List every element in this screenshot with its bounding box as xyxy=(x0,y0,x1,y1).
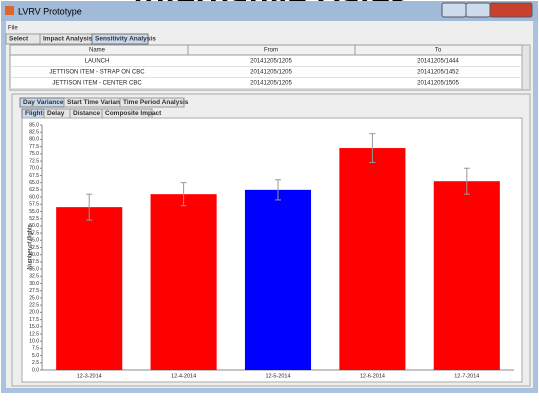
scrollbar[interactable] xyxy=(521,44,531,91)
app-icon xyxy=(5,6,14,15)
tab-label: Delay xyxy=(47,110,65,117)
y-tick-label: 2.5 xyxy=(32,360,39,366)
x-tick-label: 12-3-2014 xyxy=(77,373,102,379)
y-tick-label: 60.0 xyxy=(29,194,39,200)
y-tick-label: 50.0 xyxy=(29,223,39,229)
y-tick-label: 45.0 xyxy=(29,238,39,244)
y-tick-label: 15.0 xyxy=(29,324,39,330)
tab-active[interactable] xyxy=(91,33,149,45)
y-tick-label: 80.0 xyxy=(29,137,39,143)
column-header: To xyxy=(435,48,442,54)
bar xyxy=(150,194,217,370)
y-tick-label: 12.5 xyxy=(29,331,39,337)
y-tick-label: 75.0 xyxy=(29,151,39,157)
x-tick-label: 12-7-2014 xyxy=(454,373,479,379)
maximize-button[interactable] xyxy=(465,2,491,18)
y-tick-label: 85.0 xyxy=(29,122,39,128)
table-cell: 20141205/1205 xyxy=(250,59,292,65)
y-tick-label: 22.5 xyxy=(29,302,39,308)
tab-label: Distance xyxy=(73,110,100,117)
y-tick-label: 57.5 xyxy=(29,202,39,208)
y-tick-label: 30.0 xyxy=(29,281,39,287)
minimize-button[interactable] xyxy=(441,2,467,18)
bar xyxy=(433,181,500,370)
table-cell: JETTISON ITEM - STRAP ON CBC xyxy=(49,70,145,76)
column-header: From xyxy=(264,48,278,54)
y-tick-label: 62.5 xyxy=(29,187,39,193)
y-tick-label: 32.5 xyxy=(29,274,39,280)
x-tick-label: 12-6-2014 xyxy=(360,373,385,379)
y-tick-label: 5.0 xyxy=(32,353,39,359)
tab-label: Flights xyxy=(25,110,47,117)
tab-label: Composite Impact xyxy=(105,110,162,117)
y-axis-label: Number of flights xyxy=(28,224,34,269)
close-button[interactable] xyxy=(489,2,533,18)
x-tick-label: 12-5-2014 xyxy=(265,373,290,379)
y-tick-label: 17.5 xyxy=(29,317,39,323)
column-header: Name xyxy=(89,48,106,54)
bar xyxy=(339,148,406,370)
y-tick-label: 65.0 xyxy=(29,180,39,186)
window-title: LVRV Prototype xyxy=(18,6,82,16)
bar xyxy=(244,189,312,370)
table-cell: 20141205/1505 xyxy=(417,81,459,87)
table-cell: 20141205/1444 xyxy=(417,59,459,65)
y-tick-label: 55.0 xyxy=(29,209,39,215)
tab-label: Time Period Analysis xyxy=(123,99,189,106)
y-tick-label: 70.0 xyxy=(29,166,39,172)
y-tick-label: 82.5 xyxy=(29,130,39,136)
y-tick-label: 47.5 xyxy=(29,230,39,236)
table-cell: 20141205/1205 xyxy=(250,70,292,76)
y-tick-label: 10.0 xyxy=(29,339,39,345)
y-tick-label: 27.5 xyxy=(29,288,39,294)
table-cell: 20141205/1452 xyxy=(417,70,459,76)
table-cell: 20141205/1205 xyxy=(250,81,292,87)
y-tick-label: 72.5 xyxy=(29,158,39,164)
table-cell: JETTISON ITEM - CENTER CBC xyxy=(52,81,142,87)
y-tick-label: 25.0 xyxy=(29,295,39,301)
y-tick-label: 77.5 xyxy=(29,144,39,150)
y-tick-label: 52.5 xyxy=(29,216,39,222)
tab-label: Select xyxy=(9,36,29,43)
y-tick-label: 7.5 xyxy=(32,346,39,352)
table-cell: LAUNCH xyxy=(85,59,110,65)
title-bar xyxy=(1,1,538,21)
tab[interactable] xyxy=(119,97,185,108)
tab-label: Sensitivity Analysis xyxy=(95,36,156,43)
y-tick-label: 20.0 xyxy=(29,310,39,316)
tab-label: Start Time Variance xyxy=(67,99,128,106)
tab-label: Impact Analysis xyxy=(43,36,93,43)
y-tick-label: 40.0 xyxy=(29,252,39,258)
y-tick-label: 37.5 xyxy=(29,259,39,265)
menu-item[interactable]: File xyxy=(8,26,18,32)
y-tick-label: 0.0 xyxy=(32,367,39,373)
bar xyxy=(56,207,123,370)
y-tick-label: 35.0 xyxy=(29,266,39,272)
y-tick-label: 67.5 xyxy=(29,173,39,179)
x-tick-label: 12-4-2014 xyxy=(171,373,196,379)
y-tick-label: 42.5 xyxy=(29,245,39,251)
tab-label: Day Variance xyxy=(23,99,64,106)
